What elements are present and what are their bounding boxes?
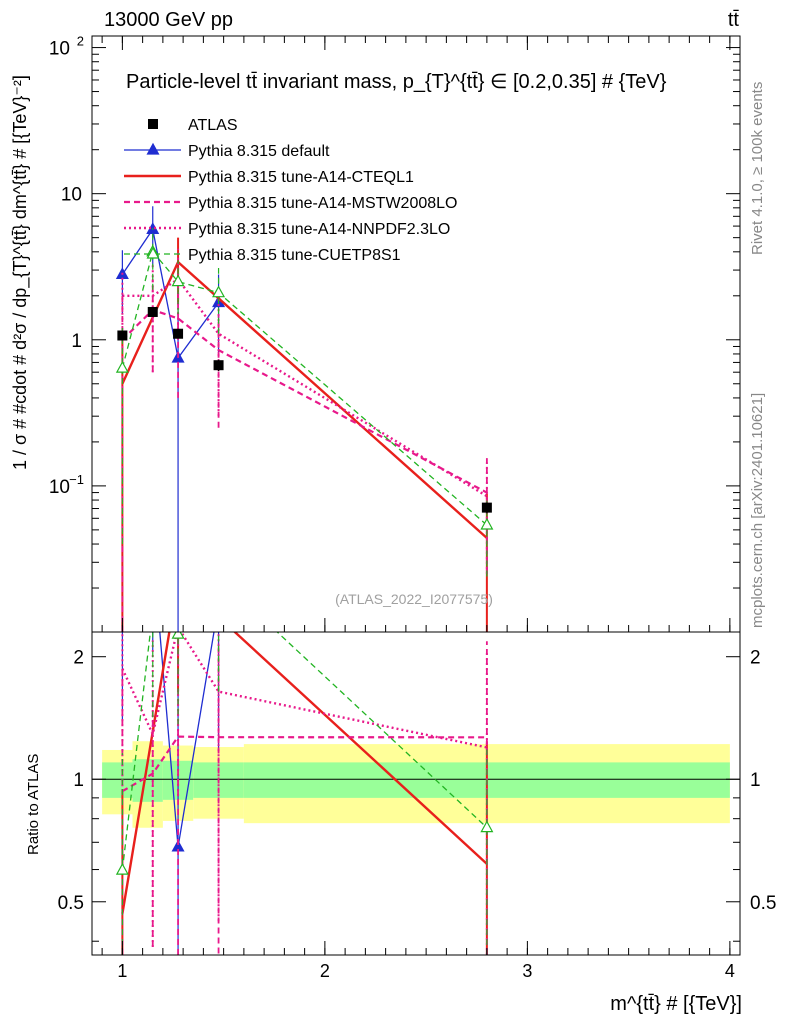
legend-label-nnpdf: Pythia 8.315 tune-A14-NNPDF2.3LO	[188, 221, 450, 238]
watermark: (ATLAS_2022_I2077575)	[335, 591, 493, 607]
x-tick-label: 4	[725, 961, 735, 981]
legend-marker-cuetp	[146, 246, 160, 259]
ratio-panel-frame	[91, 631, 741, 956]
data-point	[173, 328, 184, 339]
legend-label-cuetp: Pythia 8.315 tune-CUETP8S1	[188, 247, 401, 264]
x-tick-label: 1	[117, 961, 127, 981]
ratio-line-default	[159, 632, 215, 848]
y-tick-label: 10	[61, 185, 82, 206]
ratio-tick-label-left: 1	[73, 770, 84, 791]
y-tick-exponent: 2	[77, 34, 84, 49]
ratio-tick-label-left: 0.5	[58, 893, 84, 914]
marker-cuetp	[171, 274, 185, 287]
series-group	[115, 206, 494, 955]
y-tick-exponent: −1	[69, 472, 84, 487]
legend-label-default: Pythia 8.315 default	[188, 143, 330, 160]
side-mcplots: mcplots.cern.ch [arXiv:2401.10621]	[749, 393, 766, 628]
ratio-band-stat	[102, 762, 133, 798]
legend-marker-atlas	[148, 119, 158, 129]
ratio-tick-label-right: 0.5	[750, 893, 776, 914]
series-line-default	[121, 227, 220, 360]
x-tick-label: 3	[522, 961, 532, 981]
y-tick-label: 10	[49, 39, 70, 60]
legend-label-cteql1: Pythia 8.315 tune-A14-CTEQL1	[188, 169, 414, 186]
marker-cuetp	[480, 517, 494, 530]
x-axis-label: m^{tt̄} # [{TeV}]	[610, 993, 742, 1015]
series-line-cuetp	[121, 250, 488, 526]
y-tick-label: 10	[49, 477, 70, 498]
ratio-line-cteql1	[121, 632, 488, 914]
legend-label-atlas: ATLAS	[188, 117, 238, 134]
ratio-tick-label-left: 2	[73, 648, 84, 669]
ratio-tick-label-right: 1	[750, 770, 761, 791]
ratio-line-mstw	[121, 735, 487, 793]
y-axis-label: 1 / σ # #cdot # d²σ / dp_{T}^{tt̄} dm^{t…	[10, 75, 31, 470]
main-panel-curves	[115, 206, 494, 632]
legend-marker-default	[146, 142, 160, 155]
data-point	[117, 330, 128, 341]
ratio-panel-curves	[115, 632, 494, 955]
ratio-marker-cuetp	[171, 632, 185, 639]
chart-title: Particle-level tt̄ invariant mass, p_{T}…	[126, 71, 667, 93]
y-tick-label: 1	[71, 331, 82, 352]
x-tick-label: 2	[320, 961, 330, 981]
data-point	[213, 360, 224, 371]
ratio-marker-cuetp	[480, 820, 494, 833]
legend-label-mstw: Pythia 8.315 tune-A14-MSTW2008LO	[188, 195, 457, 212]
side-rivet: Rivet 4.1.0, ≥ 100k events	[749, 82, 766, 255]
markers-group	[117, 306, 492, 514]
ratio-tick-label-right: 2	[750, 648, 761, 669]
ratio-bands	[102, 741, 730, 828]
data-point	[481, 502, 492, 513]
data-point	[147, 306, 158, 317]
header-left: 13000 GeV pp	[104, 9, 233, 31]
marker-cuetp	[115, 360, 129, 373]
series-line-mstw	[121, 308, 488, 494]
ratio-marker-cuetp	[115, 862, 129, 875]
ratio-y-axis-label: Ratio to ATLAS	[25, 754, 42, 855]
marker-cuetp	[212, 285, 226, 298]
header-right: tt̄	[728, 9, 740, 31]
legend: ATLAS Pythia 8.315 default Pythia 8.315 tu…	[124, 117, 457, 264]
